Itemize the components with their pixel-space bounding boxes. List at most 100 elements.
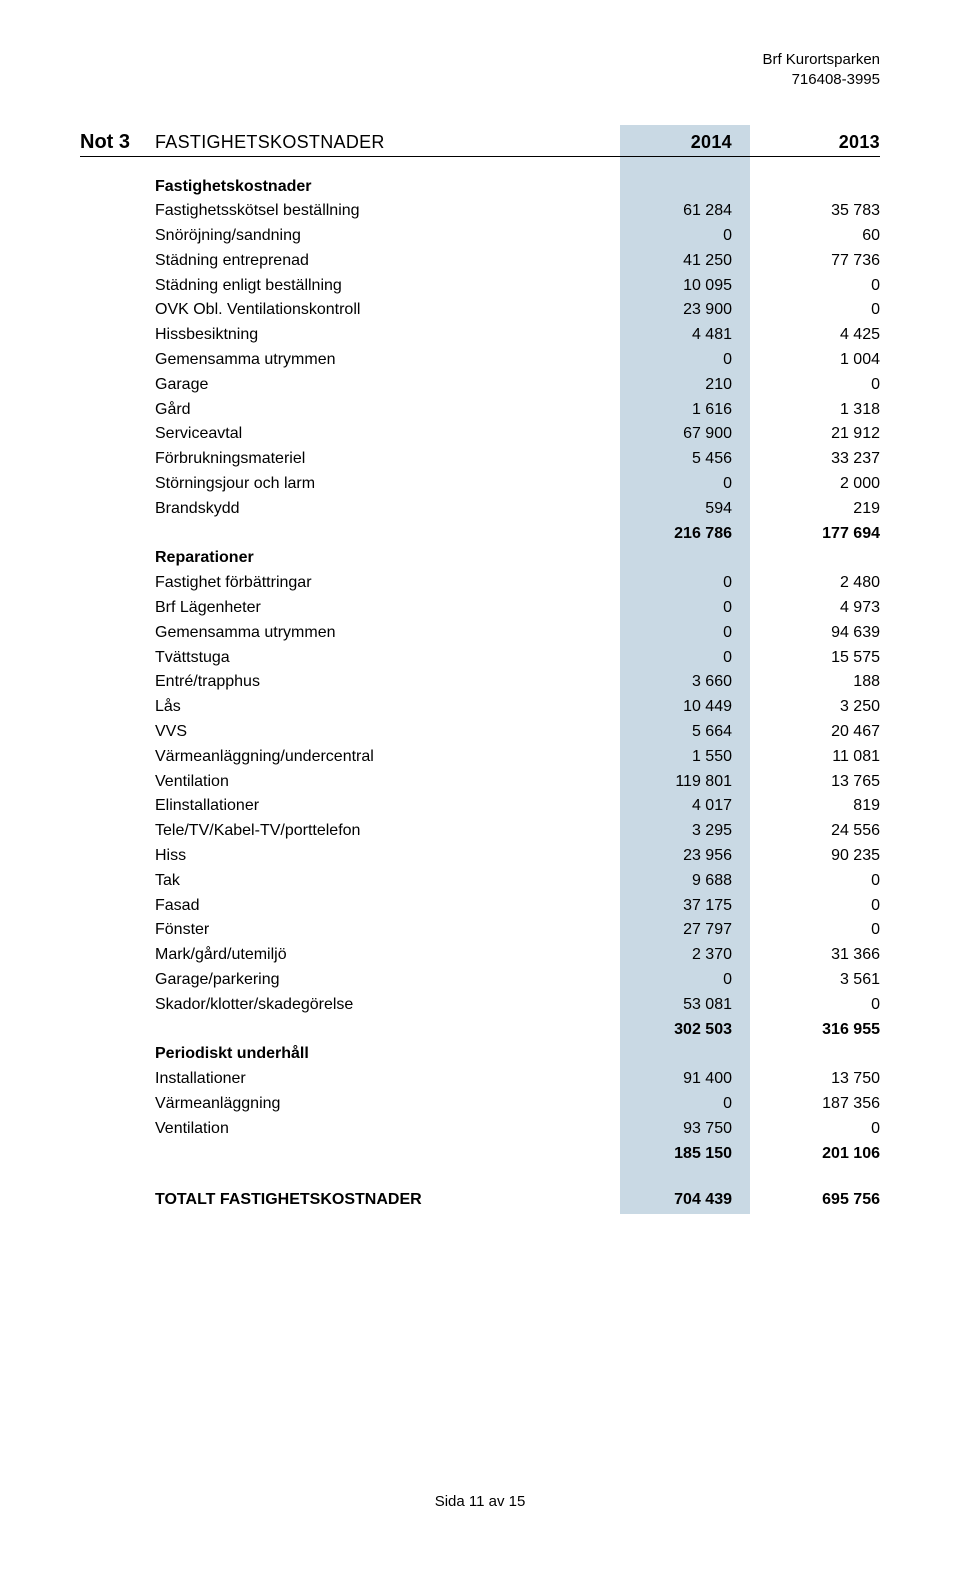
value-2013: 0 xyxy=(750,894,880,919)
table-row: Tak9 6880 xyxy=(80,869,880,894)
section-heading-row: Reparationer xyxy=(80,546,880,571)
section-heading-row: Periodiskt underhåll xyxy=(80,1042,880,1067)
section-heading: Fastighetskostnader xyxy=(80,175,620,200)
value-2013: 13 765 xyxy=(750,770,880,795)
subtotal-label xyxy=(80,1018,620,1043)
value-2013: 1 318 xyxy=(750,398,880,423)
value-2014: 594 xyxy=(620,497,750,522)
value-2013: 15 575 xyxy=(750,646,880,671)
row-label: Serviceavtal xyxy=(80,422,620,447)
total-2014: 704 439 xyxy=(620,1188,750,1213)
row-label: Ventilation xyxy=(80,1117,620,1142)
value-2014: 119 801 xyxy=(620,770,750,795)
value-2014: 0 xyxy=(620,968,750,993)
value-2013: 188 xyxy=(750,670,880,695)
empty-cell xyxy=(750,546,880,571)
value-2014: 23 900 xyxy=(620,298,750,323)
value-2013: 21 912 xyxy=(750,422,880,447)
row-label: Brandskydd xyxy=(80,497,620,522)
row-label: Tele/TV/Kabel-TV/porttelefon xyxy=(80,819,620,844)
value-2013: 4 425 xyxy=(750,323,880,348)
value-2014: 0 xyxy=(620,646,750,671)
empty-cell xyxy=(750,1042,880,1067)
table-body: FastighetskostnaderFastighetsskötsel bes… xyxy=(80,175,880,1214)
table-row: Fastighet förbättringar02 480 xyxy=(80,571,880,596)
table-row: Tele/TV/Kabel-TV/porttelefon3 29524 556 xyxy=(80,819,880,844)
table-row: Ventilation93 7500 xyxy=(80,1117,880,1142)
table-row: Serviceavtal67 90021 912 xyxy=(80,422,880,447)
empty-cell xyxy=(620,546,750,571)
value-2013: 0 xyxy=(750,993,880,1018)
value-2013: 35 783 xyxy=(750,199,880,224)
row-label: Elinstallationer xyxy=(80,794,620,819)
row-label: VVS xyxy=(80,720,620,745)
year-col-1: 2014 xyxy=(620,132,750,153)
table-row: Brandskydd594219 xyxy=(80,497,880,522)
year-col-2: 2013 xyxy=(750,132,880,153)
row-label: Entré/trapphus xyxy=(80,670,620,695)
row-label: Fasad xyxy=(80,894,620,919)
table-row: Fastighetsskötsel beställning61 28435 78… xyxy=(80,199,880,224)
row-label: Värmeanläggning/undercentral xyxy=(80,745,620,770)
value-2014: 53 081 xyxy=(620,993,750,1018)
total-label: TOTALT FASTIGHETSKOSTNADER xyxy=(80,1188,620,1213)
row-label: Snöröjning/sandning xyxy=(80,224,620,249)
subtotal-2014: 216 786 xyxy=(620,522,750,547)
row-label: Hissbesiktning xyxy=(80,323,620,348)
page-footer: Sida 11 av 15 xyxy=(80,1493,880,1510)
empty-cell xyxy=(750,175,880,200)
table-row: Elinstallationer4 017819 xyxy=(80,794,880,819)
row-label: Gemensamma utrymmen xyxy=(80,621,620,646)
table-row: Lås10 4493 250 xyxy=(80,695,880,720)
row-label: Lås xyxy=(80,695,620,720)
row-label: Garage xyxy=(80,373,620,398)
subtotal-label xyxy=(80,1142,620,1167)
value-2013: 3 561 xyxy=(750,968,880,993)
value-2013: 0 xyxy=(750,918,880,943)
note-label: Not 3 xyxy=(80,131,155,154)
table-row: Installationer91 40013 750 xyxy=(80,1067,880,1092)
value-2014: 91 400 xyxy=(620,1067,750,1092)
value-2013: 0 xyxy=(750,373,880,398)
value-2014: 10 449 xyxy=(620,695,750,720)
value-2014: 0 xyxy=(620,571,750,596)
subtotal-2013: 177 694 xyxy=(750,522,880,547)
table-row: Skador/klotter/skadegörelse53 0810 xyxy=(80,993,880,1018)
value-2013: 24 556 xyxy=(750,819,880,844)
row-label: Städning entreprenad xyxy=(80,249,620,274)
table-row: Hissbesiktning4 4814 425 xyxy=(80,323,880,348)
value-2014: 23 956 xyxy=(620,844,750,869)
value-2013: 90 235 xyxy=(750,844,880,869)
value-2014: 0 xyxy=(620,224,750,249)
value-2013: 77 736 xyxy=(750,249,880,274)
table-row: Snöröjning/sandning060 xyxy=(80,224,880,249)
note-header-row: Not 3 FASTIGHETSKOSTNADER 2014 2013 xyxy=(80,131,880,157)
row-label: Fönster xyxy=(80,918,620,943)
note-table-container: Not 3 FASTIGHETSKOSTNADER 2014 2013 Fast… xyxy=(80,131,880,1214)
value-2013: 60 xyxy=(750,224,880,249)
value-2013: 31 366 xyxy=(750,943,880,968)
row-label: Brf Lägenheter xyxy=(80,596,620,621)
total-2013: 695 756 xyxy=(750,1188,880,1213)
row-label: Städning enligt beställning xyxy=(80,274,620,299)
table-row: Gemensamma utrymmen094 639 xyxy=(80,621,880,646)
value-2013: 94 639 xyxy=(750,621,880,646)
value-2013: 4 973 xyxy=(750,596,880,621)
value-2014: 5 456 xyxy=(620,447,750,472)
row-label: Tvättstuga xyxy=(80,646,620,671)
value-2014: 4 481 xyxy=(620,323,750,348)
row-label: Hiss xyxy=(80,844,620,869)
value-2014: 0 xyxy=(620,1092,750,1117)
value-2013: 1 004 xyxy=(750,348,880,373)
value-2014: 41 250 xyxy=(620,249,750,274)
subtotal-2013: 316 955 xyxy=(750,1018,880,1043)
table-row: Värmeanläggning/undercentral1 55011 081 xyxy=(80,745,880,770)
table-row: Gemensamma utrymmen01 004 xyxy=(80,348,880,373)
row-label: Fastighet förbättringar xyxy=(80,571,620,596)
table-row: VVS5 66420 467 xyxy=(80,720,880,745)
value-2013: 0 xyxy=(750,298,880,323)
row-label: Tak xyxy=(80,869,620,894)
value-2014: 27 797 xyxy=(620,918,750,943)
value-2013: 11 081 xyxy=(750,745,880,770)
value-2013: 20 467 xyxy=(750,720,880,745)
